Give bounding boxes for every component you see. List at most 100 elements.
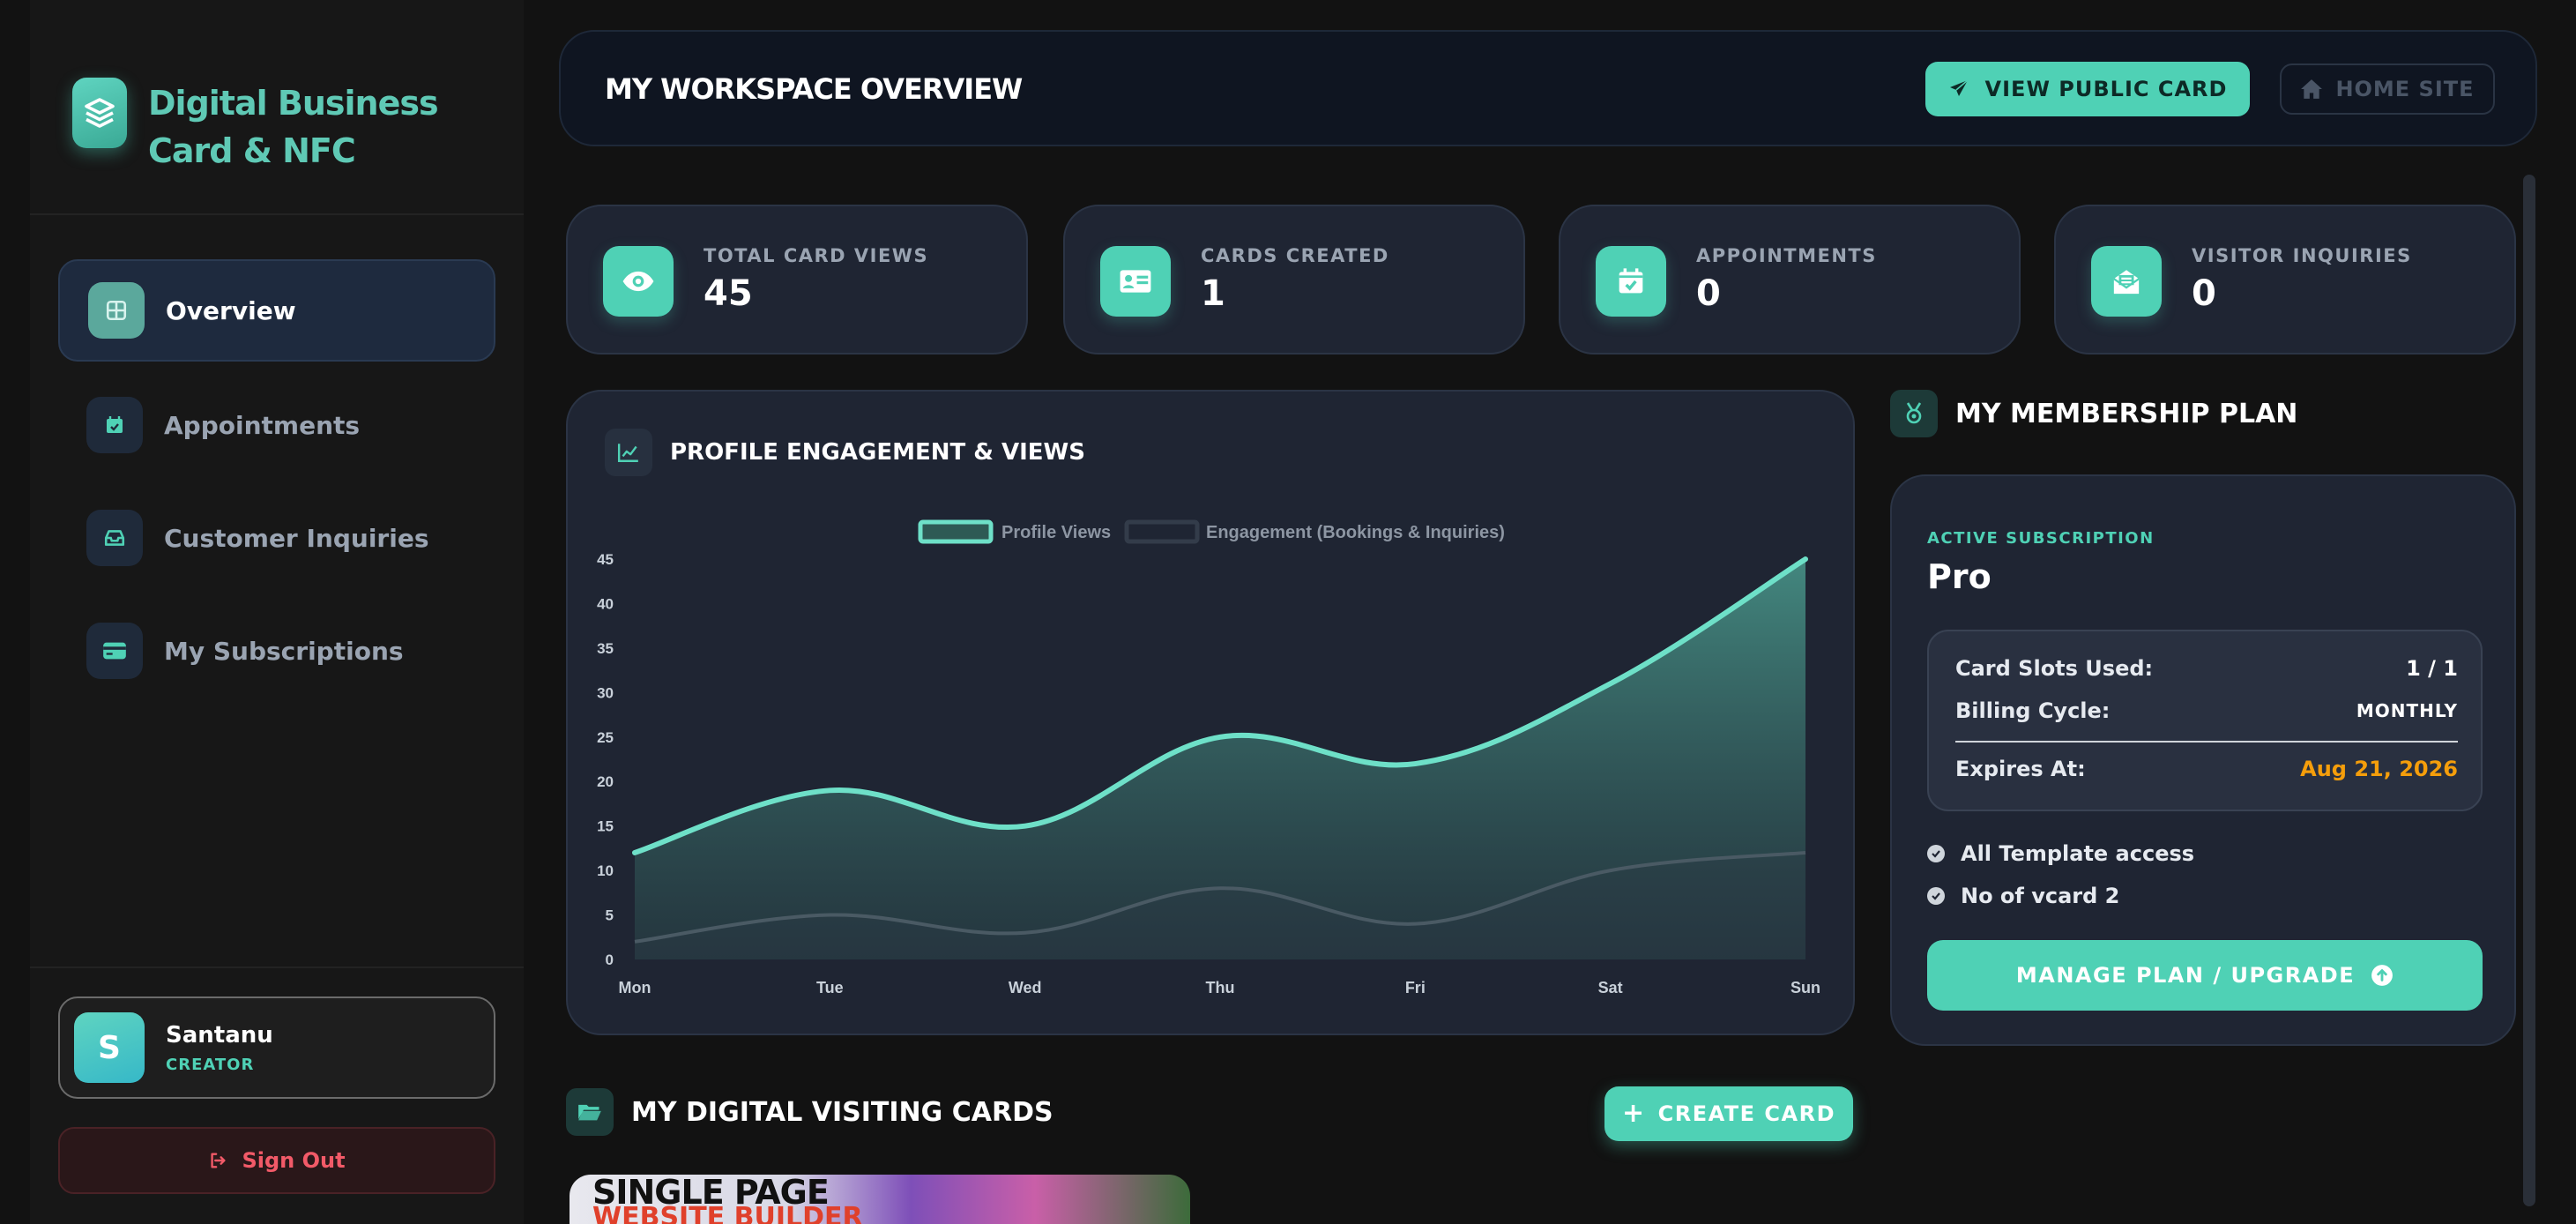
inbox-icon — [86, 510, 143, 566]
sidebar-item-label: Overview — [166, 295, 296, 325]
series-line-engagement — [634, 850, 1806, 944]
y-tick-label: 40 — [597, 595, 614, 612]
sign-out-label: Sign Out — [242, 1148, 346, 1173]
stat-label: CARDS CREATED — [1201, 245, 1389, 266]
sign-out-button[interactable]: Sign Out — [58, 1127, 495, 1194]
x-tick-label: Fri — [1405, 979, 1426, 996]
plan-name: Pro — [1927, 557, 1992, 596]
detail-row-billing: Billing Cycle: MONTHLY — [1955, 698, 2458, 723]
check-icon — [1927, 845, 1945, 862]
membership-header: MY MEMBERSHIP PLAN — [1890, 390, 2297, 437]
header: MY WORKSPACE OVERVIEW VIEW PUBLIC CARD H… — [559, 30, 2537, 146]
create-card-label: CREATE CARD — [1657, 1101, 1836, 1126]
calendar-check-icon — [1596, 246, 1666, 317]
chart-card-header: PROFILE ENGAGEMENT & VIEWS — [605, 429, 1085, 476]
home-site-button[interactable]: HOME SITE — [2280, 63, 2495, 115]
avatar: S — [74, 1012, 145, 1083]
detail-row-expires: Expires At: Aug 21, 2026 — [1955, 757, 2458, 781]
stat-card-cards-created: CARDS CREATED 1 — [1063, 205, 1525, 355]
preview-line-1: SINGLE PAGE — [592, 1175, 830, 1212]
y-tick-label: 0 — [606, 952, 614, 968]
detail-key: Card Slots Used: — [1955, 656, 2154, 681]
arrow-up-circle-icon — [2371, 965, 2394, 986]
x-tick-label: Tue — [816, 979, 844, 996]
detail-key: Expires At: — [1955, 757, 2086, 781]
calendar-check-icon — [86, 397, 143, 453]
page-title: MY WORKSPACE OVERVIEW — [605, 72, 1023, 106]
detail-key: Billing Cycle: — [1955, 698, 2111, 723]
sidebar-item-label: My Subscriptions — [164, 636, 404, 666]
chart-line-icon — [605, 429, 652, 476]
y-tick-label: 5 — [606, 907, 614, 924]
x-tick-label: Mon — [619, 979, 651, 996]
engagement-chart-card: PROFILE ENGAGEMENT & VIEWS 0 5 10 15 20 25 30 3… — [566, 390, 1855, 1035]
stat-value: 1 — [1201, 273, 1225, 314]
view-public-card-button[interactable]: VIEW PUBLIC CARD — [1925, 62, 2250, 116]
stat-value: 0 — [1696, 273, 1721, 314]
user-name: Santanu — [166, 1021, 273, 1049]
stat-card-visitor-inquiries: VISITOR INQUIRIES 0 — [2054, 205, 2516, 355]
stat-card-appointments: APPOINTMENTS 0 — [1559, 205, 2021, 355]
y-tick-label: 20 — [597, 773, 614, 790]
sidebar-item-overview[interactable]: Overview — [58, 259, 495, 362]
x-tick-label: Sun — [1791, 979, 1820, 996]
sidebar-item-appointments[interactable]: Appointments — [58, 374, 495, 476]
membership-card: ACTIVE SUBSCRIPTION Pro Card Slots Used:… — [1890, 474, 2516, 1046]
scrollbar[interactable] — [2523, 175, 2535, 1206]
legend-swatch-engagement — [1124, 519, 1200, 544]
user-profile[interactable]: S Santanu CREATOR — [58, 996, 495, 1099]
detail-row-slots: Card Slots Used: 1 / 1 — [1955, 656, 2458, 681]
x-tick-label: Wed — [1009, 979, 1042, 996]
y-tick-label: 25 — [597, 729, 614, 746]
folder-open-icon — [566, 1088, 614, 1136]
detail-value: MONTHLY — [2356, 700, 2458, 721]
sidebar-divider — [30, 967, 524, 968]
medal-icon — [1890, 390, 1938, 437]
visiting-cards-header: MY DIGITAL VISITING CARDS — [566, 1088, 1053, 1136]
x-tick-label: Sat — [1598, 979, 1623, 996]
manage-plan-label: MANAGE PLAN / UPGRADE — [2015, 963, 2356, 988]
sidebar: Digital Business Card & NFC Overview App… — [30, 0, 524, 1224]
visiting-cards-title: MY DIGITAL VISITING CARDS — [631, 1096, 1053, 1128]
y-tick-label: 10 — [597, 862, 614, 879]
plus-icon: + — [1621, 1098, 1646, 1129]
feature-item: No of vcard 2 — [1927, 884, 2119, 908]
paper-plane-icon — [1949, 79, 1969, 96]
plan-details: Card Slots Used: 1 / 1 Billing Cycle: MO… — [1927, 630, 2483, 811]
check-icon — [1927, 887, 1945, 905]
stat-card-total-views: TOTAL CARD VIEWS 45 — [566, 205, 1028, 355]
view-public-card-label: VIEW PUBLIC CARD — [1984, 77, 2228, 101]
sidebar-item-customer-inquiries[interactable]: Customer Inquiries — [58, 487, 495, 589]
membership-title: MY MEMBERSHIP PLAN — [1955, 398, 2298, 429]
stat-value: 45 — [704, 273, 753, 314]
user-role: CREATOR — [166, 1055, 255, 1074]
brand[interactable]: Digital Business Card & NFC — [72, 78, 501, 175]
credit-card-icon — [86, 623, 143, 679]
y-tick-label: 35 — [597, 640, 614, 657]
sidebar-item-label: Customer Inquiries — [164, 523, 429, 553]
home-icon — [2301, 79, 2323, 99]
detail-value: Aug 21, 2026 — [2300, 757, 2458, 781]
stat-label: VISITOR INQUIRIES — [2192, 245, 2412, 266]
sidebar-item-my-subscriptions[interactable]: My Subscriptions — [58, 600, 495, 702]
layers-icon — [72, 78, 127, 148]
manage-plan-button[interactable]: MANAGE PLAN / UPGRADE — [1927, 940, 2483, 1011]
feature-label: No of vcard 2 — [1961, 884, 2120, 908]
feature-label: All Template access — [1961, 841, 2195, 866]
create-card-button[interactable]: + CREATE CARD — [1604, 1086, 1853, 1141]
stat-label: APPOINTMENTS — [1696, 245, 1877, 266]
card-preview-thumbnail[interactable]: SINGLE PAGE WEBSITE BUILDER — [570, 1175, 1190, 1224]
legend-label-engagement: Engagement (Bookings & Inquiries) — [1206, 523, 1505, 542]
eye-icon — [603, 246, 674, 317]
brand-title: Digital Business Card & NFC — [148, 84, 439, 170]
legend-label-profile-views: Profile Views — [1001, 523, 1111, 542]
sidebar-item-label: Appointments — [164, 410, 361, 440]
y-tick-label: 15 — [597, 818, 614, 835]
home-site-label: HOME SITE — [2335, 77, 2475, 101]
stat-value: 0 — [2192, 273, 2216, 314]
stat-label: TOTAL CARD VIEWS — [704, 245, 929, 266]
y-tick-label: 45 — [597, 551, 614, 568]
preview-line-2: WEBSITE BUILDER — [592, 1202, 863, 1224]
detail-divider — [1955, 741, 2458, 743]
chart-title: PROFILE ENGAGEMENT & VIEWS — [670, 439, 1085, 466]
